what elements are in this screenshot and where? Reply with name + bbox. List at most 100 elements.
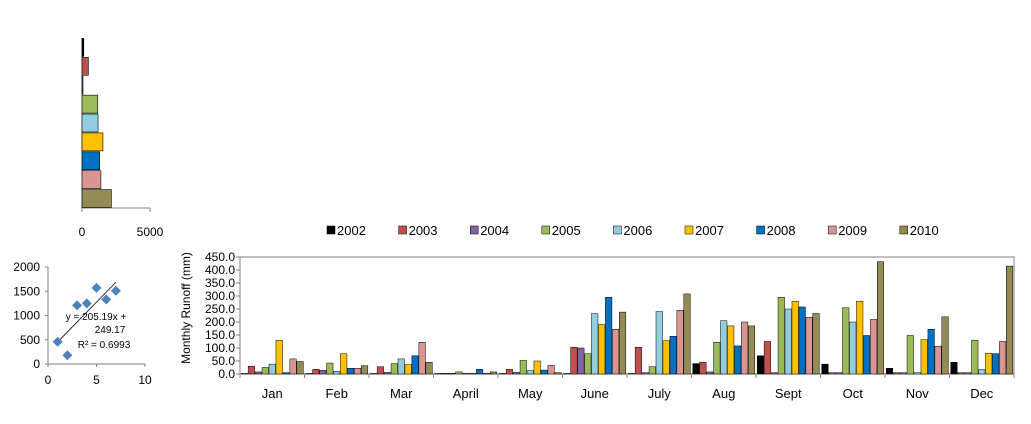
x-tick-label: Oct: [843, 386, 864, 401]
scatter-x-tick-label: 0: [45, 373, 52, 387]
bar-2009-Oct: [870, 319, 878, 375]
bar-2010-Aug: [748, 325, 756, 375]
bar-2008-May: [540, 369, 548, 375]
bar-2005-June: [584, 353, 592, 375]
bar-2010-June: [619, 311, 627, 375]
bar-2008-Sept: [798, 306, 806, 375]
bar-2010-Nov: [941, 316, 949, 375]
bar-2008-Feb: [347, 368, 355, 375]
bar-2006-Mar: [397, 358, 405, 375]
bar-2002-Jan: [240, 373, 248, 375]
y-tick-label: 50.0: [212, 354, 236, 368]
bar-2002-June: [563, 373, 571, 375]
bar-2010-April: [490, 371, 498, 375]
bar-2006-Feb: [333, 371, 341, 375]
bar-2007-Jan: [275, 339, 283, 375]
bar-2007-April: [469, 372, 477, 375]
legend-swatch-2004: [469, 225, 479, 235]
y-tick-label: 450.0: [205, 250, 235, 264]
scatter-point: [81, 298, 92, 309]
x-tick-label: June: [581, 386, 609, 401]
bar-2009-June: [612, 329, 620, 375]
legend-label-2002: 2002: [337, 223, 366, 238]
bar-2009-Aug: [741, 321, 749, 375]
bar-2008-Oct: [863, 335, 871, 375]
bar-2007-July: [662, 340, 670, 375]
bar-2003-Nov: [892, 372, 900, 375]
bar-2009-Mar: [418, 342, 426, 375]
x-tick-label: Dec: [970, 386, 994, 401]
bar-2006-Aug: [720, 320, 728, 375]
hbar-bar-2008: [81, 151, 100, 171]
scatter-trend-chart: 0 500 1000 1500 2000 0 5 10 y = 205.19x + 249.17 R…: [13, 260, 152, 387]
scatter-point: [62, 350, 73, 361]
bar-2004-Nov: [899, 372, 907, 375]
x-tick-label: May: [518, 386, 543, 401]
y-tick-label: 150.0: [205, 328, 235, 342]
legend-swatch-2002: [326, 225, 336, 235]
bar-2004-Mar: [383, 372, 391, 375]
legend-label-2003: 2003: [409, 223, 438, 238]
bar-2008-Aug: [734, 345, 742, 375]
bar-2004-Aug: [706, 371, 714, 375]
x-tick-label: Jan: [262, 386, 283, 401]
hbar-x-tick-label: 5000: [137, 225, 164, 239]
bar-2003-Oct: [828, 372, 836, 375]
bar-2006-June: [591, 313, 599, 375]
bar-2003-Jan: [247, 365, 255, 375]
bar-2005-Aug: [713, 342, 721, 375]
bar-2003-Aug: [699, 362, 707, 375]
bar-2006-Sept: [784, 308, 792, 375]
trendline-equation-line: R² = 0.6993: [78, 340, 131, 351]
scatter-y-tick-label: 1500: [13, 284, 40, 298]
bar-2003-Sept: [763, 341, 771, 375]
bar-2002-Oct: [821, 363, 829, 375]
bar-2010-Feb: [361, 365, 369, 375]
bar-2008-April: [476, 369, 484, 375]
scatter-x-tick-label: 5: [93, 373, 100, 387]
bar-2006-Nov: [913, 372, 921, 375]
bar-2007-Aug: [727, 325, 735, 375]
bar-2010-Dec: [1006, 265, 1014, 375]
bar-2002-Aug: [692, 363, 700, 375]
bar-2006-Dec: [978, 369, 986, 375]
scatter-trendline: [57, 281, 117, 343]
y-tick-label: 0.0: [218, 367, 235, 381]
monthly-runoff-bar-chart: 0.050.0100.0150.0200.0250.0300.0350.0400…: [179, 223, 1015, 401]
bar-2004-Oct: [835, 372, 843, 375]
bar-2005-April: [455, 371, 463, 375]
scatter-x-tick-label: 10: [138, 373, 152, 387]
y-tick-label: 100.0: [205, 341, 235, 355]
x-tick-label: April: [453, 386, 479, 401]
bar-2005-Jan: [261, 367, 269, 375]
bar-2004-July: [641, 372, 649, 375]
legend-swatch-2003: [398, 225, 407, 235]
bar-2004-June: [577, 347, 585, 375]
x-tick-label: Mar: [390, 386, 413, 401]
bar-2006-July: [655, 311, 663, 375]
bar-2006-Oct: [849, 321, 857, 375]
hbar-x-tick-label: 0: [79, 225, 86, 239]
bar-2002-April: [434, 373, 442, 375]
bar-2003-Dec: [957, 372, 965, 375]
bar-2007-June: [598, 324, 606, 375]
hbar-bar-2004: [81, 75, 84, 95]
bar-2008-July: [669, 336, 677, 375]
legend-label-2007: 2007: [695, 223, 724, 238]
bar-2005-Dec: [971, 339, 979, 375]
y-axis-label: Monthly Runoff (mm): [179, 252, 193, 364]
legend-label-2005: 2005: [552, 223, 581, 238]
bar-2009-Sept: [805, 317, 813, 375]
bar-2006-May: [526, 370, 534, 375]
bar-2004-Jan: [254, 371, 262, 375]
y-tick-label: 300.0: [205, 289, 235, 303]
bar-2005-Sept: [777, 297, 785, 375]
legend-swatch-2005: [541, 225, 551, 235]
y-tick-label: 250.0: [205, 302, 235, 316]
bar-2010-Jan: [296, 361, 304, 375]
bar-2007-Oct: [856, 300, 864, 375]
bar-2008-Dec: [992, 353, 1000, 375]
bar-2005-Feb: [326, 362, 334, 375]
x-tick-label: Aug: [712, 386, 735, 401]
